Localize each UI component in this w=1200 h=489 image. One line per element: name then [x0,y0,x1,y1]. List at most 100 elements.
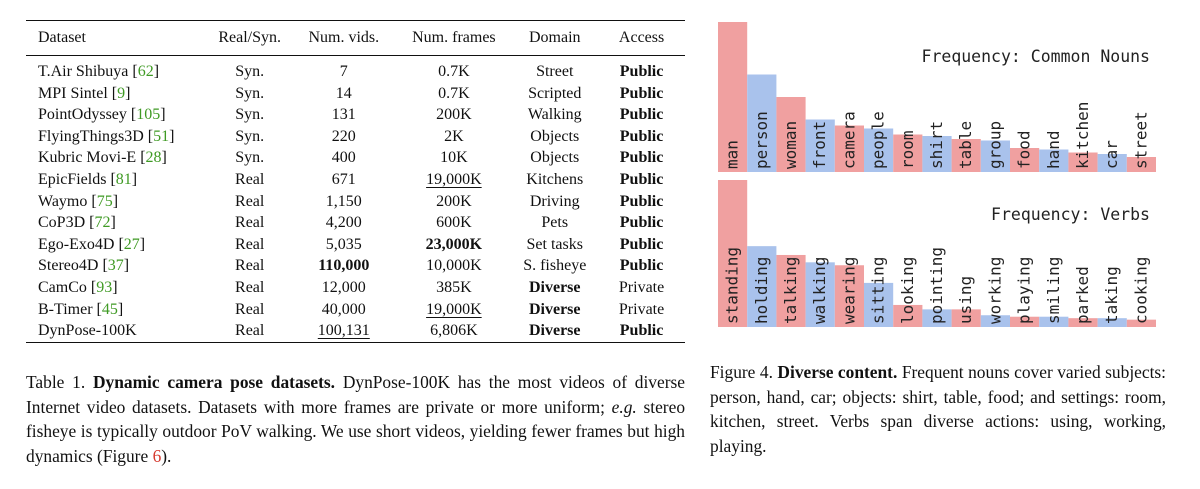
cell-num-frames: 2K [396,126,511,148]
cell-access-text: Public [619,192,664,210]
cell-access: Public [598,56,685,83]
citation-link[interactable]: 81 [115,170,132,188]
cell-num-vids: 40,000 [291,299,396,321]
cell-real-syn-text: Real [235,278,265,296]
citation-link[interactable]: 75 [96,192,113,210]
cell-real-syn: Real [208,212,291,234]
bar-front [805,119,835,172]
cell-real-syn: Real [208,299,291,321]
cell-real-syn-text: Real [235,300,265,318]
bar-label-person: person [752,111,771,169]
bar-label-camera: camera [839,111,858,169]
cell-dataset: DynPose-100K [26,320,208,342]
chart-title: Frequency: Common Nouns [922,47,1150,66]
cell-domain-text: Objects [530,149,580,167]
header-num-frames: Num. frames [412,29,496,47]
citation-link[interactable]: 27 [123,235,140,253]
cell-real-syn: Syn. [208,83,291,105]
table-row: B-Timer [45] Real 40,000 19,000K Diverse Priv… [26,299,685,321]
dataset-name: DynPose-100K [38,322,137,340]
header-domain: Domain [528,29,581,47]
cell-access: Public [598,147,685,169]
cell-num-vids-text: 12,000 [321,278,366,296]
cell-domain-text: Pets [541,214,569,232]
header-dataset: Dataset [38,29,86,47]
cell-access: Private [598,299,685,321]
citation-link[interactable]: 37 [107,257,124,275]
bar-label-taking: taking [1102,266,1121,324]
cell-domain-text: Objects [530,127,580,145]
cell-real-syn: Syn. [208,147,291,169]
cell-domain: Pets [511,212,598,234]
cell-domain: Objects [511,126,598,148]
citation-link[interactable]: 72 [94,214,111,232]
cell-access: Public [598,104,685,126]
cell-num-vids-text: 4,200 [325,214,362,232]
cell-num-frames-text: 2K [444,127,464,145]
cell-num-vids-text: 100,131 [317,322,370,340]
cell-access-text: Private [618,300,665,318]
bar-label-woman: woman [781,121,800,169]
cell-dataset: CamCo [93] [38,278,118,296]
cell-num-frames: 200K [396,104,511,126]
cell-num-vids-text: 131 [331,106,356,124]
cell-real-syn: Real [208,169,291,191]
cell-num-vids: 100,131 [291,320,396,342]
cell-domain-text: Set tasks [526,235,583,253]
cell-num-vids: 4,200 [291,212,396,234]
cell-access-text: Public [619,149,664,167]
cell-dataset: MPI Sintel [9] [38,84,131,102]
cell-access-text: Public [619,257,664,275]
cell-access-text: Public [619,84,664,102]
cell-real-syn-text: Real [235,192,265,210]
cell-real-syn-text: Real [235,322,265,340]
bar-label-standing: standing [723,247,742,324]
bar-people [864,128,894,172]
cell-access: Public [598,169,685,191]
cell-dataset: EpicFields [81] [38,170,138,188]
dataset-name: EpicFields [38,170,107,188]
cell-access: Public [598,191,685,213]
cell-num-vids: 12,000 [291,277,396,299]
cell-real-syn: Real [208,320,291,342]
cell-real-syn: Real [208,191,291,213]
cell-access: Private [598,277,685,299]
citation-link[interactable]: 51 [153,127,170,145]
cell-access-text: Public [619,127,664,145]
figure-ref-link[interactable]: 6 [152,446,162,467]
verbs-chart-svg: Frequency: Verbs standing holding talking wa… [718,180,1156,327]
bar-label-using: using [956,276,975,324]
citation-link[interactable]: 28 [145,149,162,167]
bar-label-room: room [898,130,917,169]
cell-domain: Street [511,56,598,83]
cell-domain-text: Driving [529,192,580,210]
bar-man [718,22,748,172]
cell-access: Public [598,234,685,256]
table-header-row: Dataset Real/Syn. Num. vids. Num. frames… [26,20,685,56]
bar-person [747,74,777,172]
citation-link[interactable]: 9 [117,84,126,102]
bar-label-holding: holding [752,257,771,324]
bar-label-working: working [985,257,1004,324]
cell-access-text: Public [619,106,664,124]
header-access: Access [618,29,665,47]
cell-num-frames-text: 19,000K [426,300,482,318]
bar-playing [1010,316,1040,327]
cell-real-syn: Real [208,234,291,256]
bar-looking [893,304,923,327]
datasets-table-container: Dataset Real/Syn. Num. vids. Num. frames… [26,20,685,343]
cell-num-frames-text: 200K [436,192,472,210]
bar-kitchen [1068,152,1098,172]
citation-link[interactable]: 45 [101,300,118,318]
datasets-table: Dataset Real/Syn. Num. vids. Num. frames… [26,20,685,343]
cell-num-vids: 110,000 [291,255,396,277]
bar-sitting [864,282,894,327]
bar-shirt [922,136,952,172]
cell-real-syn: Real [208,277,291,299]
citation-link[interactable]: 62 [137,63,154,80]
cell-dataset: CoP3D [72] [38,214,116,232]
figure-caption: Figure 4. Diverse content. Frequent noun… [710,360,1166,459]
citation-link[interactable]: 105 [136,106,161,124]
bar-label-street: street [1131,111,1150,169]
citation-link[interactable]: 93 [96,278,113,296]
